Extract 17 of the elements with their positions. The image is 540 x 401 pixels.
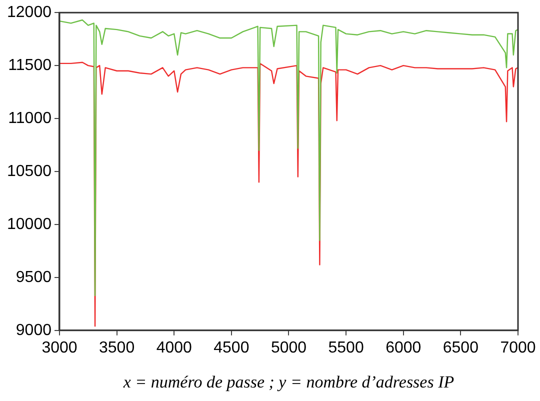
y-tick-label: 11000	[8, 110, 52, 127]
x-tick-label: 7000	[500, 339, 536, 356]
x-tick-label: 4000	[156, 339, 192, 356]
x-tick-label: 5500	[328, 339, 364, 356]
x-tick-label: 6500	[442, 339, 479, 356]
y-tick-label: 9500	[16, 268, 52, 286]
x-tick-label: 4500	[214, 339, 250, 356]
x-tick-label: 5000	[270, 339, 307, 356]
x-tick-label: 6000	[386, 339, 422, 356]
x-tick-label: 3500	[99, 339, 135, 356]
y-tick-label: 12000	[6, 4, 52, 22]
x-axis-title: x = numéro de passe ; y = nombre d’adresses IP	[122, 372, 454, 392]
y-tick-label: 10000	[6, 216, 52, 233]
y-tick-label: 11500	[8, 56, 52, 74]
x-tick-label: 3000	[42, 339, 78, 356]
y-tick-label: 9000	[16, 322, 52, 339]
y-tick-label: 10500	[6, 162, 52, 180]
